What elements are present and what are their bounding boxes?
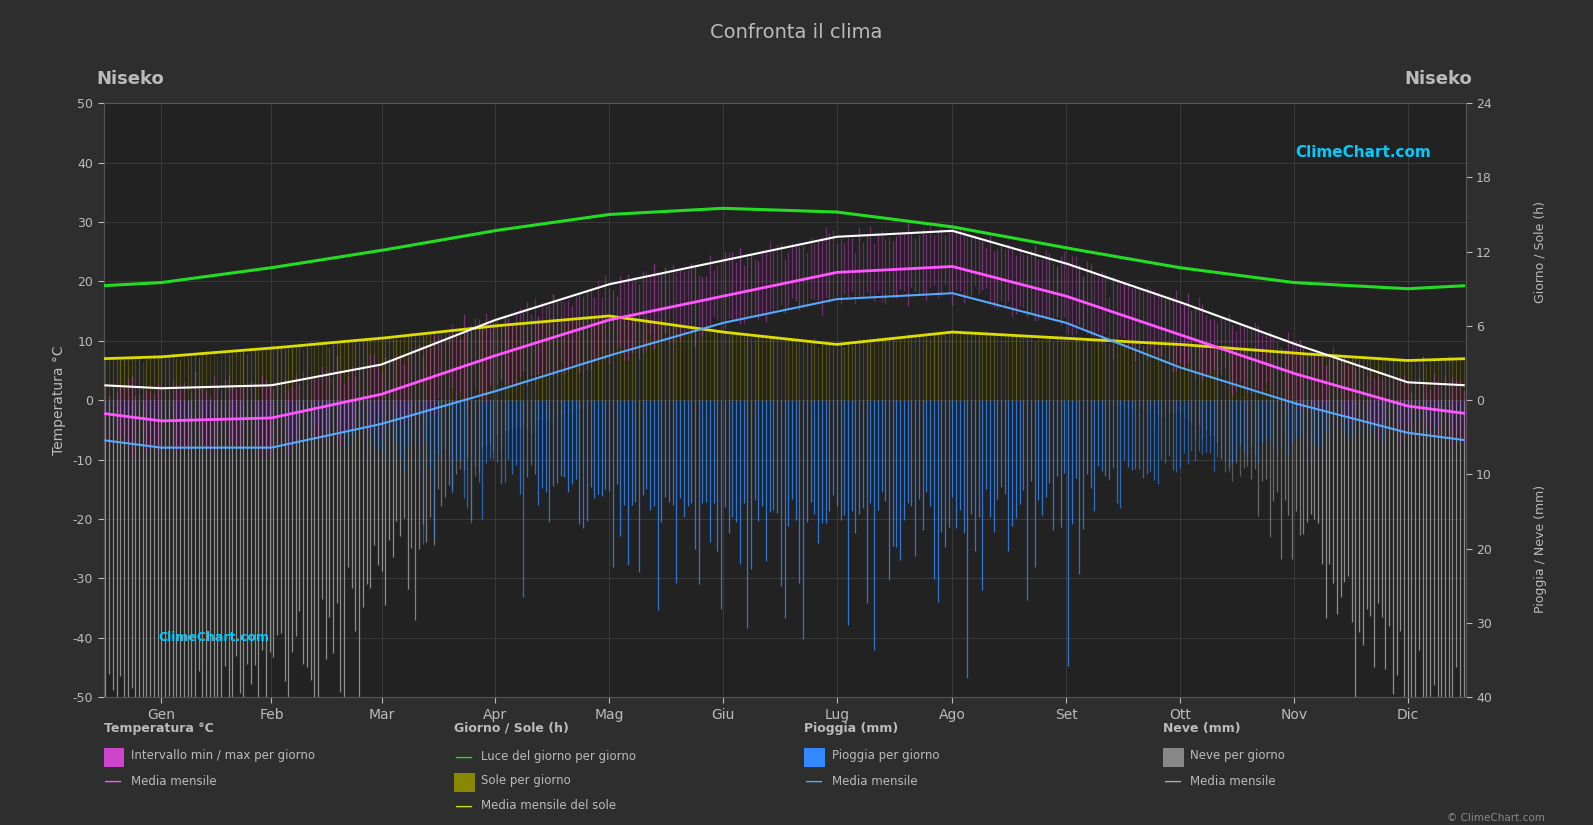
Text: Media mensile: Media mensile [1190, 775, 1276, 788]
Text: —: — [104, 772, 121, 790]
Text: Intervallo min / max per giorno: Intervallo min / max per giorno [131, 749, 315, 762]
Text: Media mensile: Media mensile [131, 775, 217, 788]
Text: Pioggia per giorno: Pioggia per giorno [832, 749, 938, 762]
Text: © ClimeChart.com: © ClimeChart.com [1448, 813, 1545, 823]
Text: Pioggia (mm): Pioggia (mm) [804, 722, 898, 735]
Text: Pioggia / Neve (mm): Pioggia / Neve (mm) [1534, 484, 1547, 613]
Text: Luce del giorno per giorno: Luce del giorno per giorno [481, 750, 636, 763]
Text: Media mensile del sole: Media mensile del sole [481, 799, 616, 813]
Text: —: — [454, 747, 472, 766]
Y-axis label: Temperatura °C: Temperatura °C [51, 346, 65, 455]
Text: Giorno / Sole (h): Giorno / Sole (h) [454, 722, 569, 735]
Text: —: — [804, 772, 822, 790]
Text: —: — [1163, 772, 1180, 790]
Text: Giorno / Sole (h): Giorno / Sole (h) [1534, 200, 1547, 303]
Text: —: — [454, 797, 472, 815]
Text: Neve (mm): Neve (mm) [1163, 722, 1241, 735]
Text: Niseko: Niseko [1405, 70, 1472, 88]
Text: Niseko: Niseko [97, 70, 164, 88]
Text: Confronta il clima: Confronta il clima [710, 23, 883, 42]
Text: ClimeChart.com: ClimeChart.com [158, 630, 269, 644]
Text: ClimeChart.com: ClimeChart.com [1295, 144, 1431, 160]
Text: Media mensile: Media mensile [832, 775, 918, 788]
Text: Temperatura °C: Temperatura °C [104, 722, 213, 735]
Text: Sole per giorno: Sole per giorno [481, 774, 570, 787]
Text: Neve per giorno: Neve per giorno [1190, 749, 1286, 762]
